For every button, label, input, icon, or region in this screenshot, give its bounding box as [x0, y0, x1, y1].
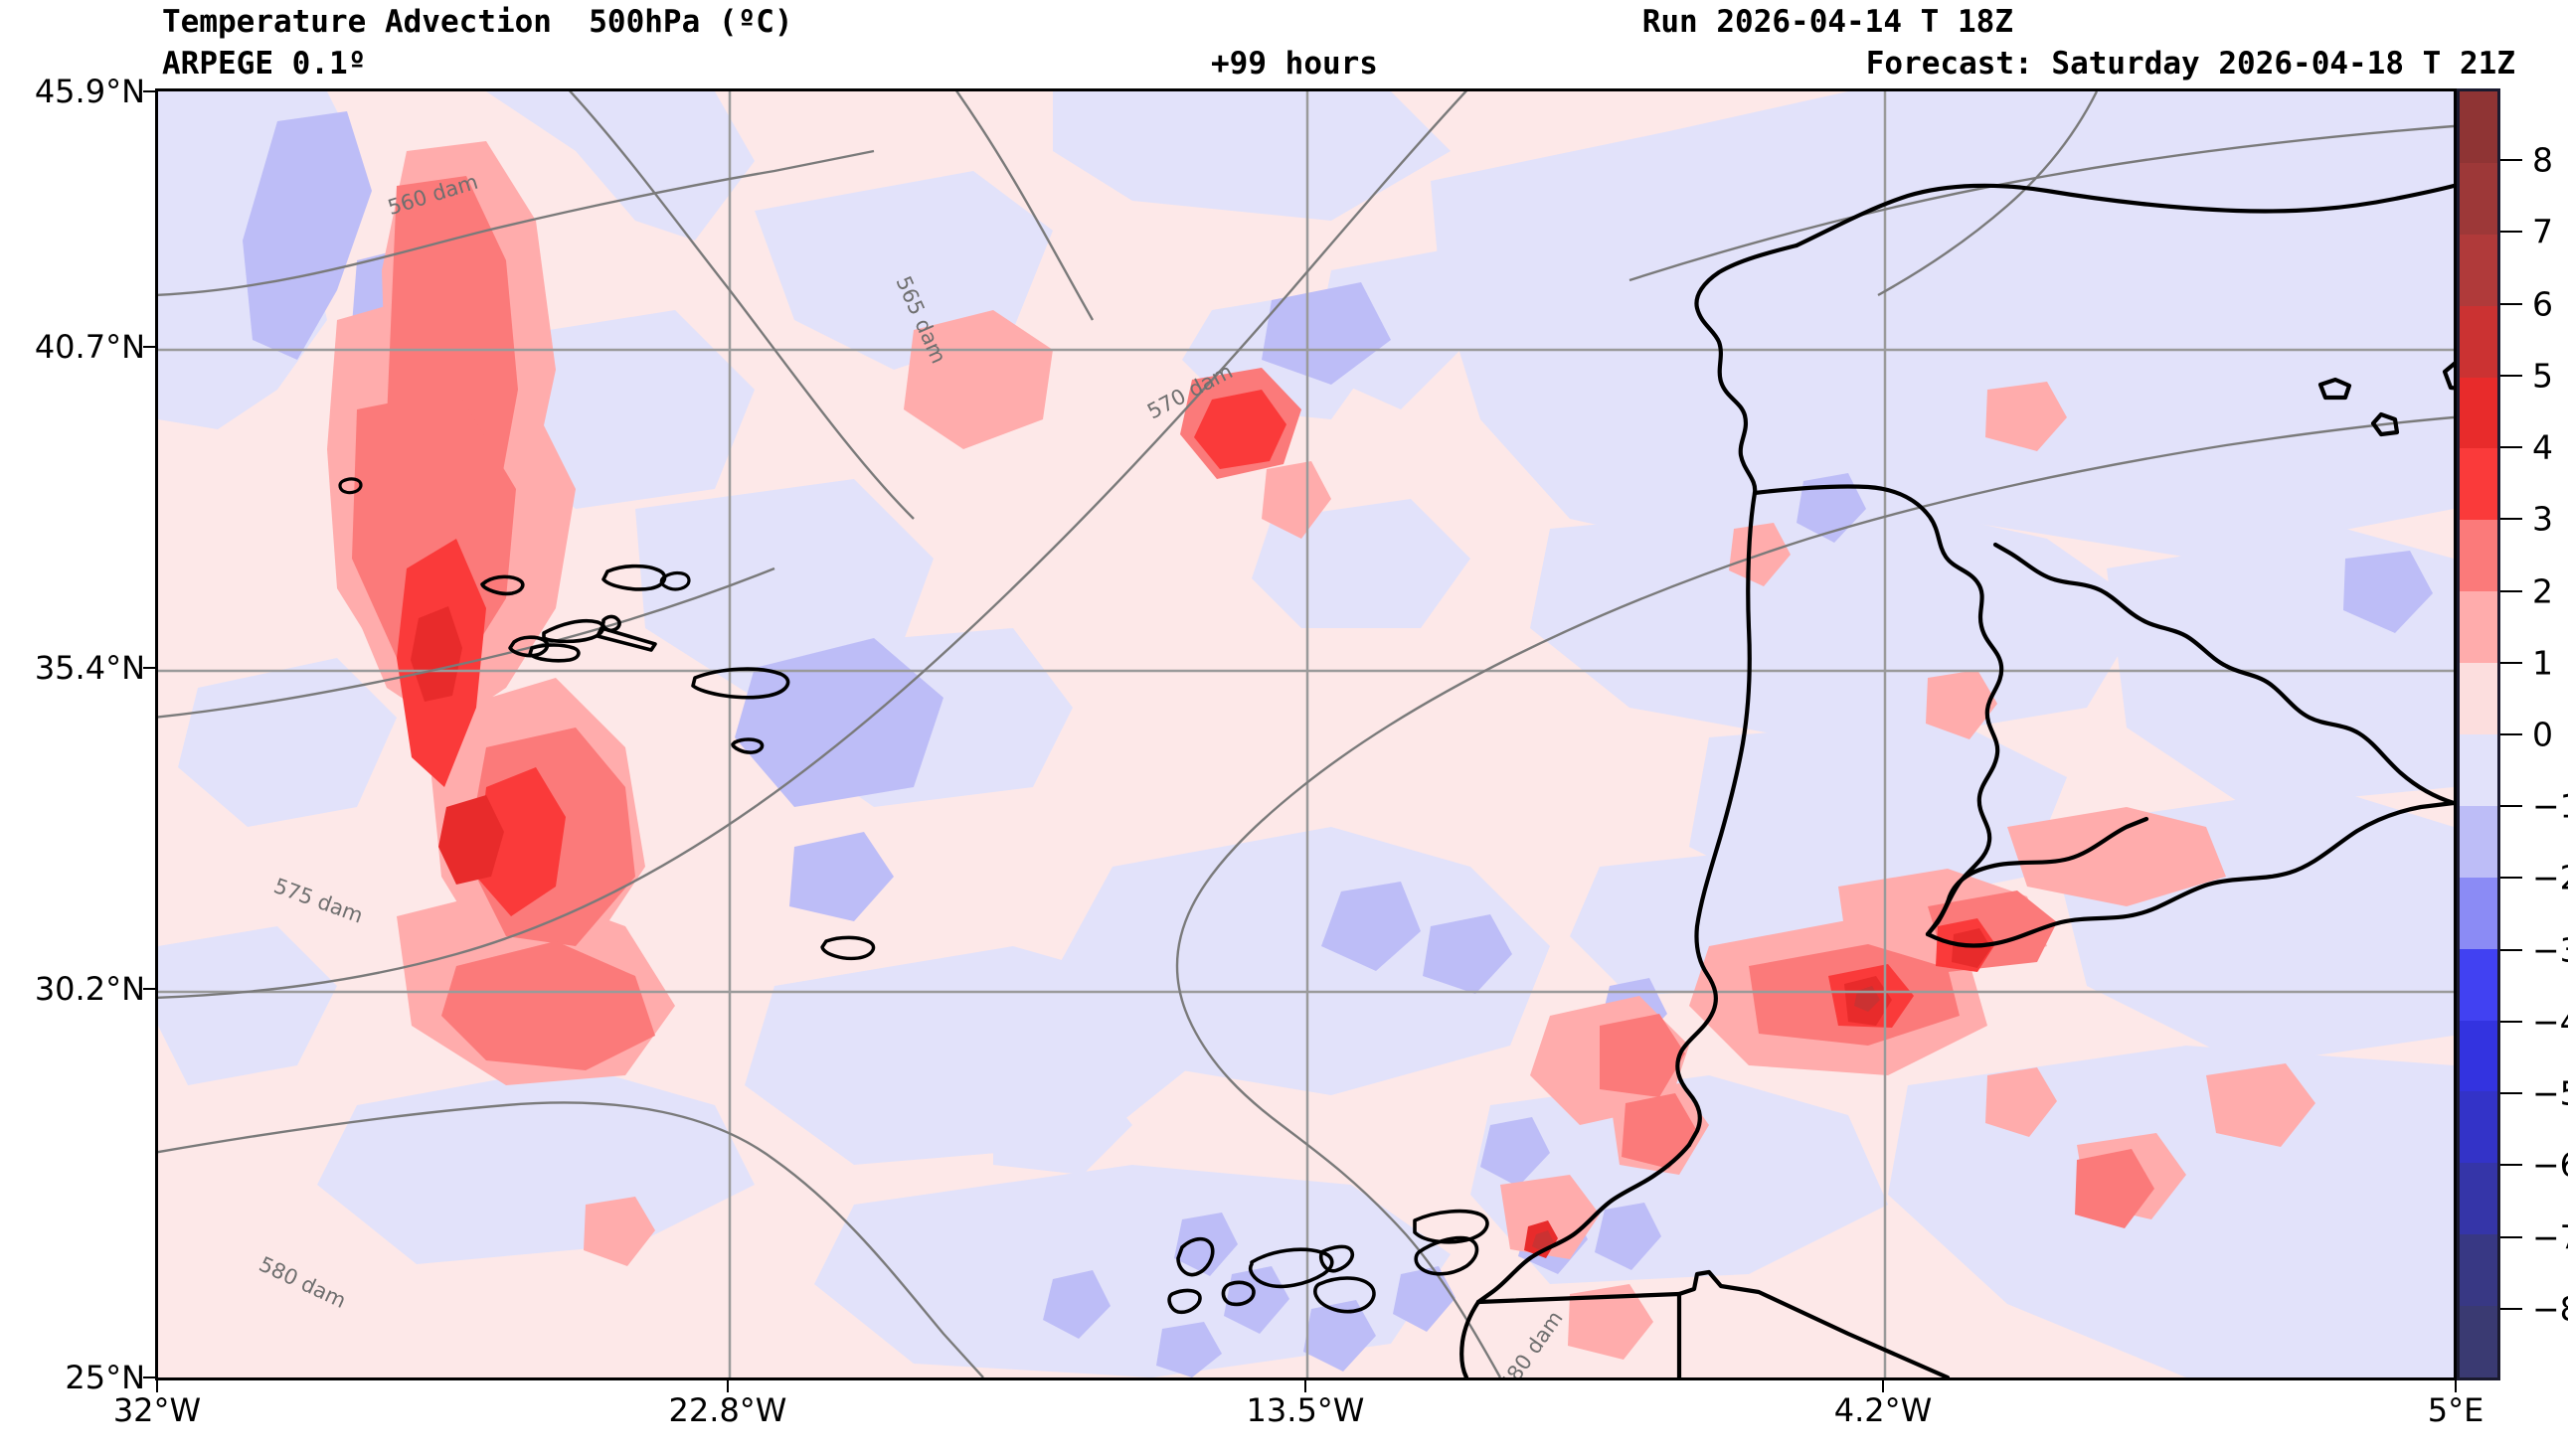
y-tick-mark: [143, 1376, 155, 1378]
y-tick-label: 45.9°N: [34, 73, 145, 110]
colorbar-tick-label: 4: [2532, 427, 2553, 467]
colorbar-tick-label: −4: [2532, 1002, 2568, 1042]
x-tick-mark: [2455, 1380, 2457, 1392]
colorbar-band: [2460, 305, 2497, 378]
y-tick-label: 25°N: [65, 1359, 145, 1396]
colorbar-tick-mark: [2500, 518, 2522, 521]
chart-title: Temperature Advection 500hPa (ºC): [162, 4, 793, 40]
colorbar-tick-label: −1: [2532, 786, 2568, 826]
colorbar-tick-label: 0: [2532, 715, 2553, 754]
colorbar-ticks: 8 7 6 5 4 3 2 1 0 −1 −2 −3 −4 −5 −6 −7 −8: [2457, 88, 2568, 1380]
colorbar-tick-mark: [2500, 733, 2522, 735]
colorbar-band: [2460, 1020, 2497, 1092]
x-tick-label: 13.5°W: [1246, 1391, 1365, 1429]
colorbar-band: [2460, 1163, 2497, 1235]
x-tick-mark: [156, 1380, 158, 1392]
x-tick-label: 32°W: [112, 1391, 202, 1429]
y-tick-mark: [143, 90, 155, 92]
lead-time-label: +99 hours: [1211, 46, 1378, 81]
colorbar-tick-mark: [2500, 1092, 2522, 1095]
colorbar-band: [2460, 1306, 2497, 1378]
colorbar-tick-mark: [2500, 1020, 2522, 1023]
colorbar-tick-mark: [2500, 159, 2522, 162]
colorbar-band: [2460, 91, 2497, 163]
colorbar-tick-mark: [2500, 302, 2522, 305]
x-tick-mark: [727, 1380, 729, 1392]
colorbar-tick-mark: [2500, 1235, 2522, 1238]
colorbar-tick-label: −6: [2532, 1145, 2568, 1185]
colorbar-tick-mark: [2500, 589, 2522, 592]
x-tick-mark: [1882, 1380, 1884, 1392]
colorbar-band: [2460, 234, 2497, 306]
run-time-label: Run 2026-04-14 T 18Z: [1641, 4, 2013, 40]
colorbar-tick-label: −7: [2532, 1217, 2568, 1257]
colorbar-band: [2460, 877, 2497, 949]
colorbar[interactable]: [2457, 88, 2500, 1380]
colorbar-band: [2460, 1091, 2497, 1164]
colorbar-band: [2460, 377, 2497, 449]
colorbar-band: [2460, 448, 2497, 521]
colorbar-band: [2460, 1234, 2497, 1307]
colorbar-tick-mark: [2500, 446, 2522, 449]
colorbar-band: [2460, 520, 2497, 592]
colorbar-tick-mark: [2500, 374, 2522, 377]
colorbar-tick-mark: [2500, 661, 2522, 664]
colorbar-tick-mark: [2500, 231, 2522, 234]
y-tick-mark: [143, 988, 155, 990]
y-tick-mark: [143, 346, 155, 348]
colorbar-tick-label: 1: [2532, 643, 2553, 683]
x-tick-label: 4.2°W: [1833, 1391, 1933, 1429]
forecast-time-label: Forecast: Saturday 2026-04-18 T 21Z: [1865, 46, 2515, 81]
colorbar-tick-label: −3: [2532, 930, 2568, 970]
colorbar-tick-label: 7: [2532, 212, 2553, 251]
colorbar-tick-mark: [2500, 948, 2522, 951]
colorbar-tick-label: 6: [2532, 284, 2553, 324]
colorbar-tick-label: 8: [2532, 140, 2553, 180]
colorbar-band: [2460, 805, 2497, 878]
colorbar-band: [2460, 162, 2497, 235]
y-tick-label: 35.4°N: [34, 649, 145, 687]
map-canvas[interactable]: 560 dam 565 dam 570 dam 575 dam 580 dam …: [155, 88, 2457, 1380]
colorbar-tick-mark: [2500, 1164, 2522, 1167]
y-tick-label: 40.7°N: [34, 328, 145, 366]
colorbar-tick-mark: [2500, 877, 2522, 880]
colorbar-tick-label: 2: [2532, 571, 2553, 611]
colorbar-band: [2460, 948, 2497, 1021]
colorbar-tick-label: −8: [2532, 1289, 2568, 1329]
x-tick-label: 22.8°W: [668, 1391, 787, 1429]
colorbar-tick-label: −2: [2532, 858, 2568, 897]
colorbar-tick-label: 5: [2532, 356, 2553, 396]
y-tick-mark: [143, 667, 155, 669]
model-label: ARPEGE 0.1º: [162, 46, 367, 81]
colorbar-band: [2460, 591, 2497, 664]
colorbar-band: [2460, 663, 2497, 735]
colorbar-tick-label: 3: [2532, 499, 2553, 539]
colorbar-tick-mark: [2500, 1307, 2522, 1310]
colorbar-tick-mark: [2500, 805, 2522, 808]
colorbar-tick-label: −5: [2532, 1073, 2568, 1113]
colorbar-band: [2460, 734, 2497, 806]
y-tick-label: 30.2°N: [34, 970, 145, 1008]
x-tick-label: 5°E: [2427, 1391, 2484, 1429]
x-tick-mark: [1304, 1380, 1306, 1392]
